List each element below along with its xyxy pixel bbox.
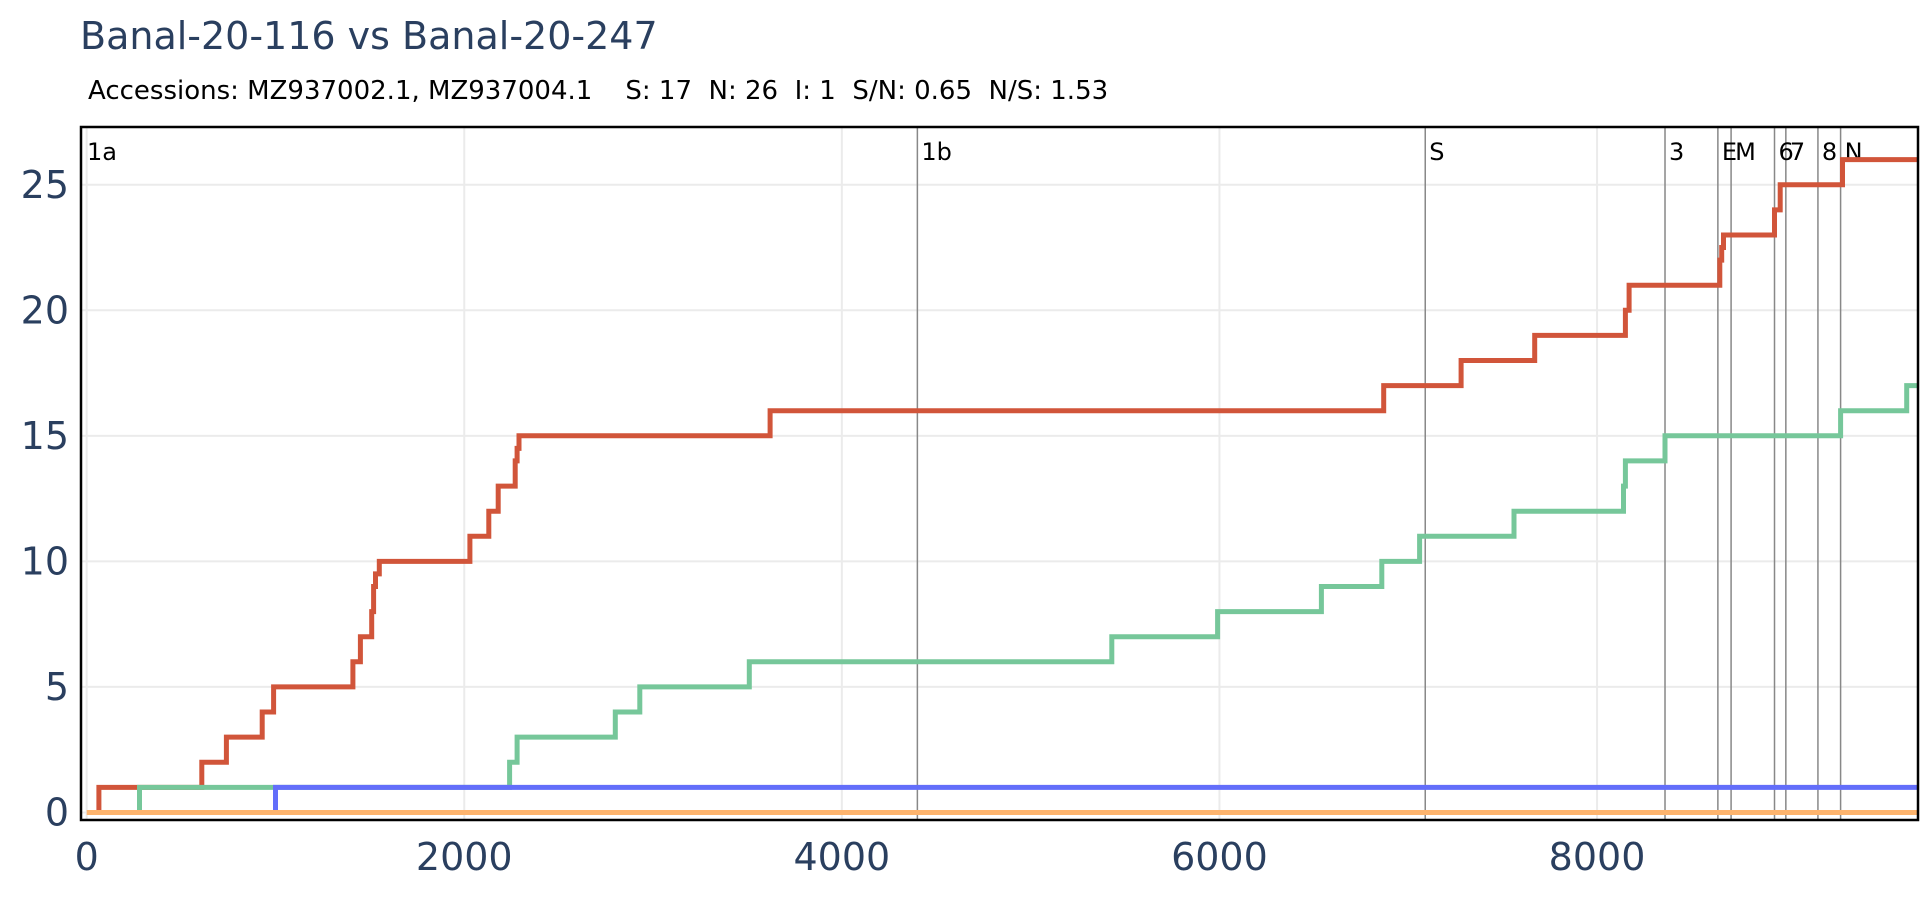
series-line-1 xyxy=(137,383,1918,815)
x-tick-label-1: 2000 xyxy=(416,835,513,879)
y-tick-label-0: 0 xyxy=(45,790,69,834)
region-label-1a: 1a xyxy=(87,138,117,166)
y-tick-label-5: 25 xyxy=(21,163,69,207)
series-line-2 xyxy=(273,784,1918,815)
x-tick-label-3: 6000 xyxy=(1171,835,1268,879)
x-tick-label-0: 0 xyxy=(75,835,99,879)
chart-title: Banal-20-116 vs Banal-20-247 xyxy=(80,14,658,58)
series-layer xyxy=(86,157,1918,815)
plot-frame xyxy=(79,125,1920,822)
series-line-0 xyxy=(96,157,1918,815)
chart-subtitle: Accessions: MZ937002.1, MZ937004.1 S: 17… xyxy=(88,76,1109,106)
y-tick-label-1: 5 xyxy=(45,665,69,709)
region-label-8: 8 xyxy=(1822,138,1837,166)
region-label-E: E xyxy=(1722,138,1737,166)
y-tick-label-4: 20 xyxy=(21,288,69,332)
region-label-6: 6 xyxy=(1779,138,1794,166)
region-label-3: 3 xyxy=(1669,138,1684,166)
region-label-7: 7 xyxy=(1790,138,1805,166)
tick-layer: 0 2000 4000 6000 8000 0 5 10 15 20 25 xyxy=(21,163,1646,879)
region-layer: 1a 1b S 3 EM 67 8 N xyxy=(87,127,1863,820)
x-tick-label-4: 8000 xyxy=(1549,835,1646,879)
region-label-1b: 1b xyxy=(921,138,952,166)
grid-layer xyxy=(81,127,1918,820)
region-label-S: S xyxy=(1429,138,1444,166)
y-tick-label-2: 10 xyxy=(21,539,69,583)
y-tick-label-3: 15 xyxy=(21,414,69,458)
region-label-M: M xyxy=(1735,138,1756,166)
x-tick-label-2: 4000 xyxy=(793,835,890,879)
